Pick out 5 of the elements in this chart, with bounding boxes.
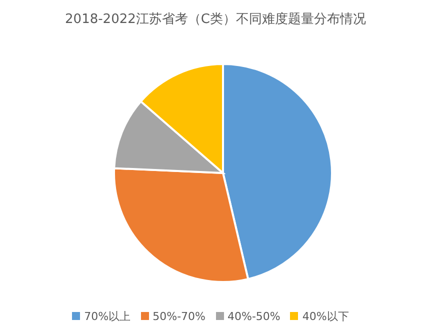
legend-label: 40%-50% [228,310,280,323]
legend-label: 50%-70% [152,310,206,323]
chart-title: 2018-2022江苏省考（C类）不同难度题量分布情况 [64,11,367,28]
legend-label: 70%以上 [84,310,131,323]
legend-label: 40%以下 [302,310,349,323]
